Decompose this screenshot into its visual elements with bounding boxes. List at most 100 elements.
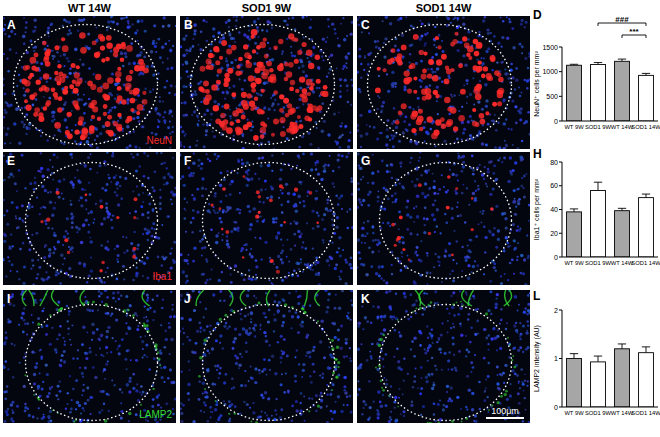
nucleus [256, 26, 259, 29]
nucleus [14, 182, 17, 185]
nucleus [32, 264, 34, 266]
nucleus [230, 61, 233, 64]
nucleus [367, 53, 371, 57]
nucleus [138, 193, 141, 196]
nucleus [221, 105, 223, 107]
nucleus [114, 83, 118, 87]
nucleus [152, 210, 154, 212]
nucleus [357, 71, 359, 74]
nucleus [526, 87, 529, 90]
stained-cell [317, 105, 323, 111]
nucleus [10, 234, 12, 236]
nucleus [502, 20, 504, 22]
nucleus [467, 30, 470, 33]
nucleus [193, 23, 197, 27]
nucleus [386, 128, 389, 131]
nucleus [152, 222, 155, 225]
nucleus [137, 94, 140, 97]
nucleus [166, 68, 169, 71]
nucleus [234, 59, 237, 62]
nucleus [197, 44, 199, 46]
stained-cell [383, 68, 387, 72]
nucleus [161, 224, 163, 226]
stained-cell [236, 71, 241, 76]
nucleus [434, 26, 436, 28]
stained-cell [273, 90, 278, 95]
stained-cell [444, 78, 450, 84]
nucleus [129, 212, 131, 214]
nucleus [193, 29, 196, 32]
nucleus [268, 141, 270, 143]
nucleus [387, 119, 390, 122]
nucleus [155, 51, 157, 53]
nucleus [74, 140, 77, 143]
nucleus [44, 190, 46, 192]
nucleus [56, 156, 58, 158]
nucleus [137, 19, 140, 22]
nucleus [133, 231, 135, 233]
nucleus [243, 279, 246, 282]
stained-cell [289, 87, 294, 92]
nucleus [89, 193, 92, 196]
stained-cell [208, 53, 213, 58]
nucleus [142, 126, 145, 129]
nucleus [29, 182, 32, 185]
nucleus [90, 145, 93, 148]
nucleus [366, 124, 368, 126]
nucleus [49, 159, 51, 161]
stained-cell [426, 116, 432, 122]
stained-cell [58, 96, 63, 101]
stained-cell [117, 126, 122, 131]
nucleus [494, 146, 497, 149]
nucleus [168, 92, 170, 94]
nucleus [286, 38, 289, 41]
nucleus [119, 185, 122, 188]
stained-cell [279, 94, 284, 99]
nucleus [45, 223, 48, 226]
nucleus [68, 267, 71, 270]
stained-cell [90, 84, 96, 90]
nucleus [274, 99, 276, 101]
nucleus [11, 263, 14, 266]
nucleus [375, 45, 378, 48]
nucleus [481, 108, 484, 111]
nucleus [376, 137, 379, 140]
stained-cell [283, 98, 289, 104]
stained-cell [238, 57, 243, 62]
nucleus [196, 107, 198, 109]
nucleus [123, 278, 125, 280]
nucleus [519, 107, 522, 110]
nucleus [481, 142, 484, 145]
nucleus [117, 254, 120, 257]
nucleus [3, 78, 5, 81]
nucleus [54, 248, 57, 251]
nucleus [52, 58, 54, 60]
stained-cell [54, 122, 61, 129]
nucleus [82, 63, 85, 66]
stained-cell [231, 45, 237, 51]
nucleus [4, 24, 6, 26]
stained-cell [254, 77, 258, 81]
nucleus [58, 196, 61, 199]
nucleus [185, 34, 188, 37]
nucleus [419, 20, 421, 22]
nucleus [381, 105, 384, 108]
nucleus [140, 205, 143, 208]
stained-cell [490, 57, 495, 62]
nucleus [199, 48, 202, 51]
nucleus [6, 57, 8, 59]
nucleus [331, 23, 334, 26]
nucleus [454, 16, 456, 18]
nucleus [64, 258, 66, 260]
nucleus [508, 18, 510, 20]
stained-cell [120, 57, 125, 62]
stained-cell [79, 32, 86, 39]
nucleus [50, 23, 53, 26]
nucleus [6, 223, 9, 226]
nucleus [68, 20, 71, 23]
nucleus [487, 47, 490, 50]
nucleus [393, 135, 396, 138]
image-background [3, 152, 176, 285]
nucleus [49, 201, 53, 205]
nucleus [437, 113, 439, 115]
